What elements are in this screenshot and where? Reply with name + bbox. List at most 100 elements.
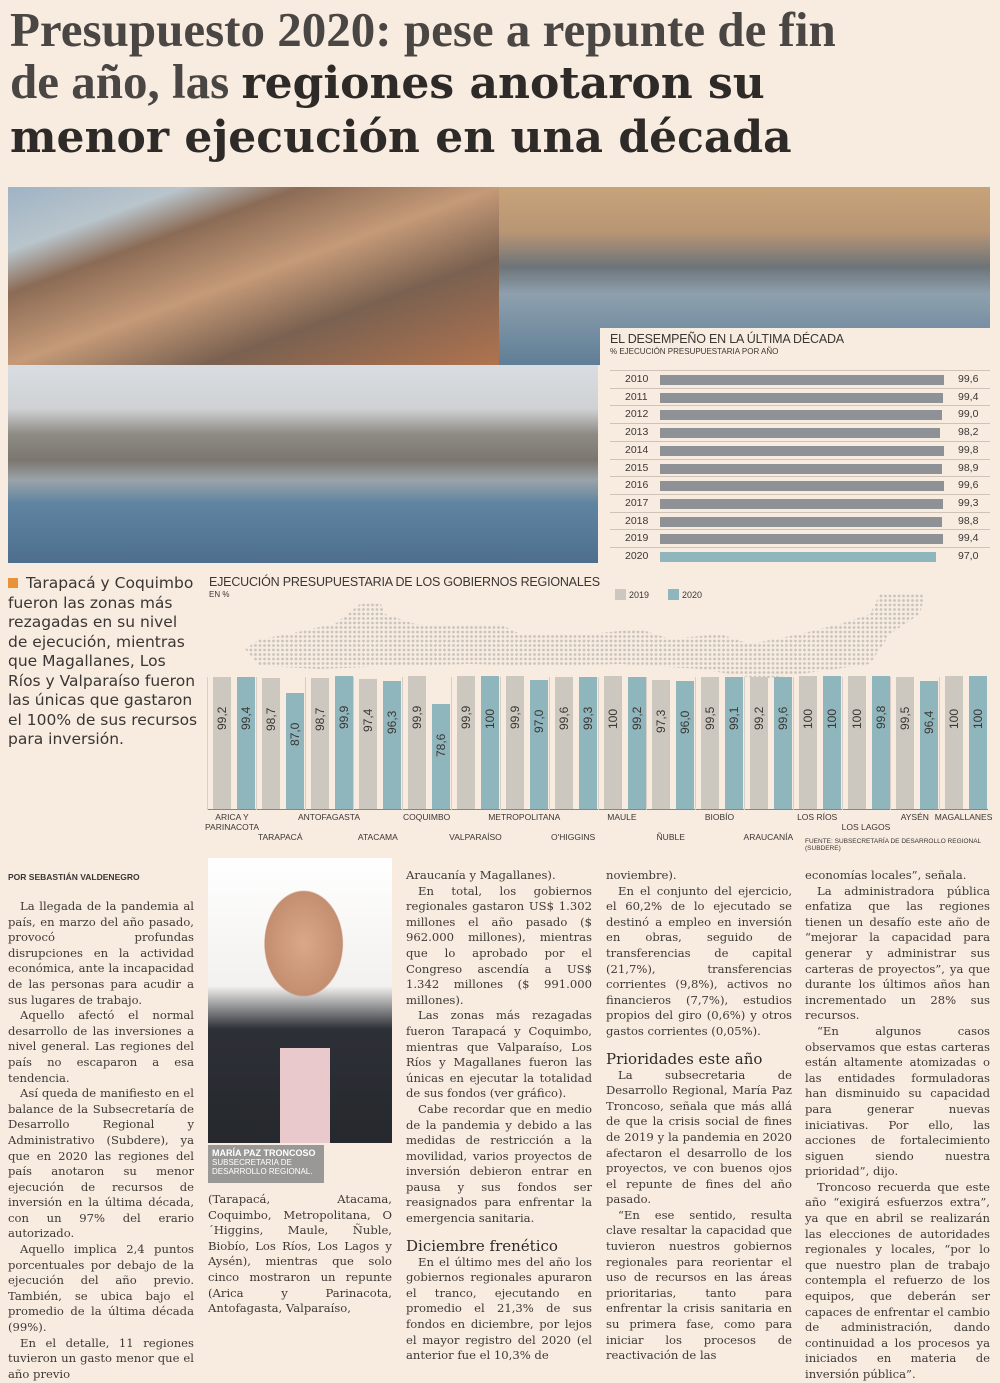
decade-chart: EL DESEMPEÑO EN LA ÚLTIMA DÉCADA % EJECU…	[600, 328, 990, 563]
group-separator	[207, 677, 208, 810]
article-paragraph: “En ese sentido, resulta clave resaltar …	[606, 1207, 792, 1363]
article-paragraph: Troncoso recuerda que este año “exigirá …	[805, 1179, 990, 1381]
chart-source: FUENTE: SUBSECRETARÍA DE DESARROLLO REGI…	[805, 838, 981, 852]
region-label: MAULE	[607, 812, 637, 822]
bar-value-label: 99,6	[556, 706, 571, 730]
bar-value-label: 99,4	[239, 706, 253, 730]
bar-2019	[701, 676, 720, 809]
decade-value-label: 99,6	[958, 479, 979, 492]
group-separator	[548, 677, 550, 810]
photo-valparaiso-houses	[8, 187, 499, 365]
region-label: BIOBÍO	[704, 812, 735, 822]
decade-row: 2018 98,8	[610, 511, 990, 530]
decade-value-label: 98,2	[958, 426, 979, 439]
decade-bar	[660, 428, 940, 439]
group-separator	[304, 677, 306, 810]
regional-chart-subtitle: EN %	[209, 590, 230, 599]
bar-2019	[603, 676, 622, 809]
bar-2019	[847, 676, 866, 809]
group-separator	[402, 677, 404, 810]
decade-chart-subtitle: % EJECUCIÓN PRESUPUESTARIA POR AÑO	[610, 347, 779, 356]
article-column-5: economías locales”, señala. La administra…	[805, 868, 990, 1383]
bar-value-label: 97,3	[654, 709, 669, 733]
bar-2020	[969, 676, 988, 809]
group-separator	[792, 677, 794, 810]
decade-value-label: 99,0	[958, 408, 979, 421]
pull-quote: Tarapacá y Coquimbo fueron las zonas más…	[8, 574, 198, 750]
bar-value-label: 99,2	[215, 706, 229, 731]
bar-value-label: 100	[971, 708, 986, 729]
region-label: ANTOFAGASTA	[298, 812, 361, 822]
bar-value-label: 97,4	[361, 709, 376, 733]
decade-bar	[660, 498, 943, 509]
decade-chart-title: EL DESEMPEÑO EN LA ÚLTIMA DÉCADA	[610, 332, 844, 346]
bar-value-label: 99,2	[629, 706, 644, 731]
article-paragraph: La subsecretaria de Desarrollo Regional,…	[606, 1067, 792, 1207]
region-label: TARAPACÁ	[257, 832, 303, 842]
region-label: VALPARAÍSO	[449, 832, 502, 842]
bar-2019	[652, 679, 671, 809]
bar-value-label: 78,6	[434, 734, 449, 758]
headline: Presupuesto 2020: pese a repunte de fin …	[10, 4, 890, 164]
bar-value-label: 99,9	[336, 705, 351, 730]
bar-value-label: 98,7	[312, 707, 327, 731]
group-separator	[646, 677, 648, 810]
caption-role: SUBSECRETARIA DE DESARROLLO REGIONAL.	[212, 1158, 313, 1176]
photo-coquimbo-port	[8, 365, 598, 563]
group-separator	[695, 677, 697, 810]
decade-bar	[660, 410, 943, 421]
decade-bar	[660, 552, 937, 562]
bar-2020	[871, 676, 890, 809]
bar-2020	[920, 680, 939, 809]
bar-value-label: 96,3	[385, 710, 400, 734]
article-paragraph: En total, los gobiernos regionales gasta…	[406, 883, 592, 1007]
group-separator	[890, 677, 892, 810]
bar-2020	[481, 676, 500, 809]
decade-year-label: 2019	[625, 532, 649, 545]
regional-chart: EJECUCIÓN PRESUPUESTARIA DE LOS GOBIERNO…	[200, 572, 992, 852]
bar-value-label: 99,9	[410, 705, 425, 730]
decade-row: 2012 99,0	[610, 405, 990, 423]
article-paragraph: “En algunos casos observamos que estas c…	[805, 1023, 990, 1179]
regional-labels: ARICA Y PARINACOTA TARAPACÁ ANTOFAGASTA ATA…	[205, 812, 992, 852]
article-paragraph: noviembre).	[606, 868, 677, 882]
region-label: MAGALLANES	[934, 812, 993, 822]
article-paragraph: economías locales”, señala.	[805, 868, 967, 882]
bar-value-label: 100	[483, 708, 498, 729]
bar-2019	[457, 676, 476, 809]
decade-year-label: 2014	[625, 443, 649, 456]
decade-value-label: 99,4	[958, 532, 979, 545]
legend-2019: 2019	[615, 589, 649, 600]
article-column-4: noviembre). En el conjunto del ejercicio,…	[606, 868, 792, 1364]
bar-2020	[676, 681, 695, 809]
article-paragraph: Así queda de manifiesto en el balance de…	[8, 1086, 194, 1241]
legend-label-2020: 2020	[682, 590, 703, 600]
chile-dot-map	[245, 594, 925, 679]
decade-bar	[660, 481, 944, 492]
bar-value-label: 99,3	[580, 706, 595, 730]
bar-value-label: 100	[824, 708, 839, 729]
decade-row: 2015 98,9	[610, 458, 990, 477]
bar-value-label: 98,7	[263, 707, 278, 731]
decade-row: 2019 99,4	[610, 529, 990, 547]
bar-value-label: 96,4	[922, 710, 937, 734]
section-heading: Diciembre frenético	[406, 1236, 558, 1255]
bar-2020	[383, 680, 402, 809]
decade-value-label: 99,3	[958, 496, 979, 509]
article-paragraph: En el conjunto del ejercicio, el 60,2% d…	[606, 883, 792, 1038]
bar-2019	[213, 677, 231, 809]
region-label: AYSÉN	[900, 812, 929, 822]
legend-swatch-2020	[668, 589, 679, 600]
bullet-square-icon	[8, 578, 18, 588]
decade-value-label: 98,9	[958, 461, 979, 474]
decade-bar	[660, 463, 942, 474]
region-label: O'HIGGINS	[551, 832, 596, 842]
portrait-photo	[208, 858, 392, 1143]
article-paragraph: La llegada de la pandemia al país, en ma…	[8, 899, 194, 1007]
photo-caption: MARÍA PAZ TRONCOSO SUBSECRETARIA DE DESAR…	[208, 1145, 324, 1183]
bar-2020	[285, 693, 304, 809]
bar-value-label: 99,8	[873, 705, 888, 730]
decade-bar	[660, 534, 944, 545]
legend-label-2019: 2019	[629, 590, 650, 600]
bar-2020	[627, 677, 646, 809]
